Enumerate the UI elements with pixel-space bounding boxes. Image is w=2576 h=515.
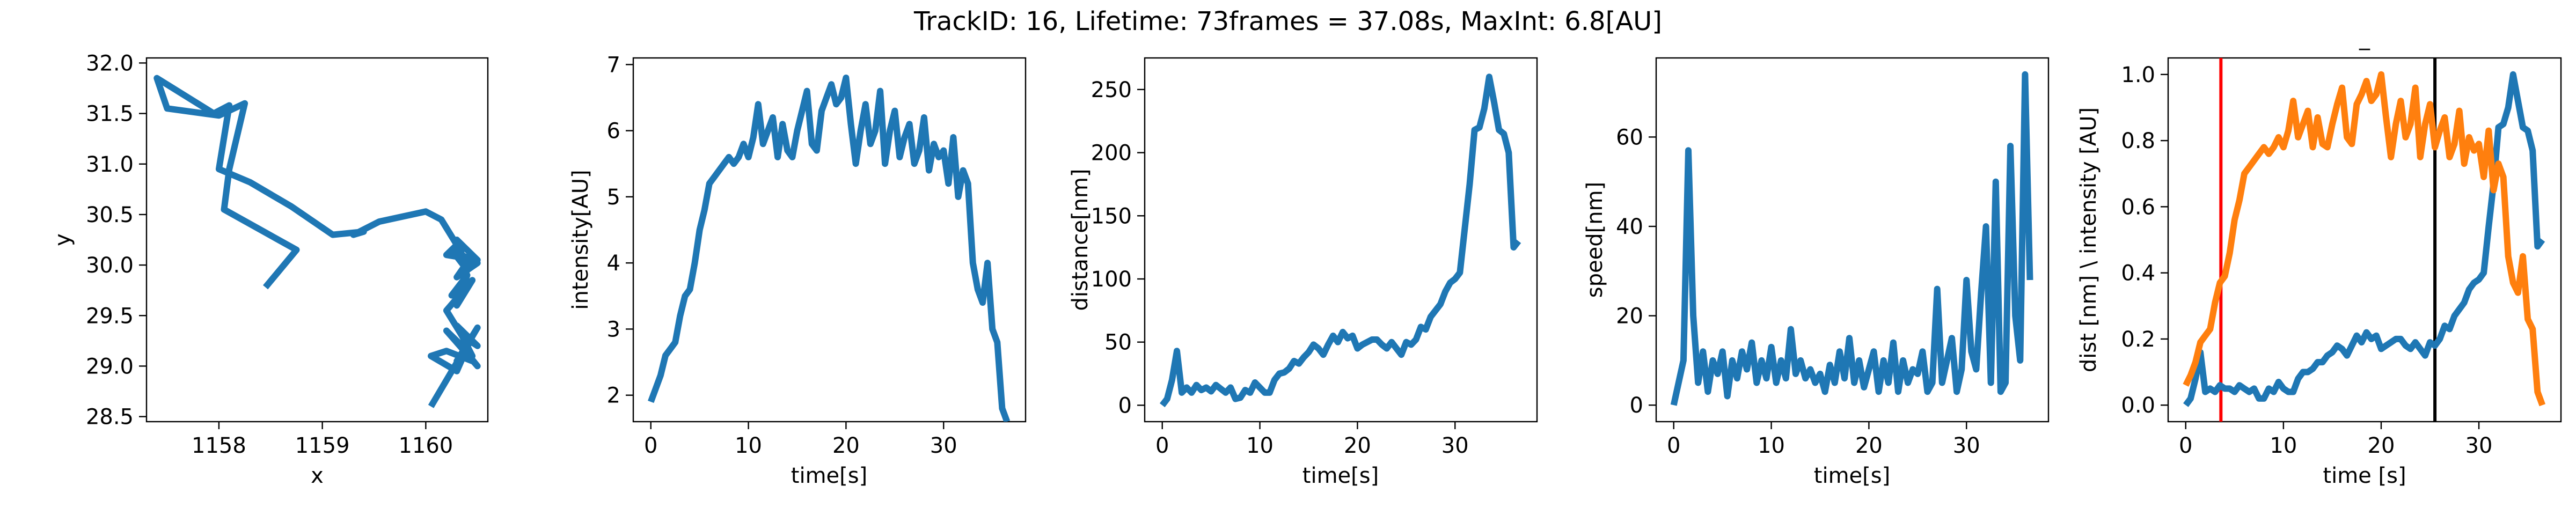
speed-x-tick-label-0: 0 xyxy=(1667,433,1680,458)
normalized-y-tick-label-0: 0.0 xyxy=(2121,393,2155,418)
distance-y-tick-label-1: 50 xyxy=(1104,330,1132,355)
distance-y-tick-label-2: 100 xyxy=(1091,267,1132,292)
normalized-y-axis-label: dist [nm] \ intensity [AU] xyxy=(2076,107,2101,372)
trajectory-y-tick-label-0: 28.5 xyxy=(86,405,134,430)
trajectory-x-axis-label: x xyxy=(311,464,324,488)
intensity-y-tick-label-3: 5 xyxy=(607,185,620,210)
figure-title: TrackID: 16, Lifetime: 73frames = 37.08s… xyxy=(913,6,1662,36)
intensity-x-tick-label-3: 30 xyxy=(930,433,957,458)
trajectory-y-tick-label-4: 30.5 xyxy=(86,203,134,227)
normalized-x-tick-label-2: 20 xyxy=(2368,433,2395,458)
distance-x-tick-label-2: 20 xyxy=(1344,433,1371,458)
normalized-plot: _ time [s] dist [nm] \ intensity [AU] 0 1… xyxy=(2076,26,2562,488)
intensity-x-tick-label-2: 20 xyxy=(832,433,860,458)
intensity-y-tick-label-5: 7 xyxy=(607,53,620,77)
intensity-x-tick-label-0: 0 xyxy=(644,433,657,458)
intensity-y-axis-label: intensity[AU] xyxy=(568,170,593,310)
normalized-y-tick-label-3: 0.6 xyxy=(2121,195,2155,219)
distance-plot: time[s] distance[nm] 0 10 20 30 0 50 100 150 200… xyxy=(1068,57,1538,488)
intensity-x-axis-label: time[s] xyxy=(791,464,867,488)
speed-x-tick-label-3: 30 xyxy=(1953,433,1980,458)
normalized-y-tick-label-4: 0.8 xyxy=(2121,129,2155,153)
speed-y-tick-label-1: 20 xyxy=(1616,304,1643,329)
intensity-plot: time[s] intensity[AU] 0 10 20 30 2 3 4 5 6 7 xyxy=(568,53,1027,488)
trajectory-series-line-0 xyxy=(153,75,481,408)
speed-plot: time[s] speed[nm] 0 10 20 30 0 20 40 60 xyxy=(1583,57,2050,488)
trajectory-plot: x y 1158 1159 1160 28.5 29.0 29.5 30.0 30.5 31.0… xyxy=(50,51,489,488)
speed-x-tick-label-2: 20 xyxy=(1855,433,1883,458)
normalized-plot-frame xyxy=(2167,57,2562,423)
intensity-y-tick-label-2: 4 xyxy=(607,251,620,276)
trajectory-x-tick-label-2: 1160 xyxy=(398,433,453,458)
normalized-y-tick-label-5: 1.0 xyxy=(2121,63,2155,87)
trajectory-y-tick-label-2: 29.5 xyxy=(86,304,134,328)
distance-y-tick-label-3: 150 xyxy=(1091,204,1132,229)
normalized-y-tick-label-2: 0.4 xyxy=(2121,261,2155,286)
intensity-plot-frame xyxy=(632,57,1027,423)
distance-x-tick-label-3: 30 xyxy=(1441,433,1469,458)
distance-x-tick-label-1: 10 xyxy=(1246,433,1274,458)
trajectory-plot-frame xyxy=(145,57,489,423)
intensity-series-line-0 xyxy=(648,75,1011,422)
intensity-y-tick-label-4: 6 xyxy=(607,119,620,144)
trajectory-y-tick-label-1: 29.0 xyxy=(86,354,134,379)
distance-y-tick-label-5: 250 xyxy=(1091,78,1132,102)
distance-y-axis-label: distance[nm] xyxy=(1068,168,1093,311)
trajectory-y-tick-label-5: 31.0 xyxy=(86,152,134,177)
speed-y-tick-label-3: 60 xyxy=(1616,125,1643,150)
distance-y-tick-label-0: 0 xyxy=(1118,393,1132,418)
trajectory-x-tick-label-0: 1158 xyxy=(192,433,246,458)
speed-series-line-0 xyxy=(1670,71,2033,406)
normalized-x-tick-label-3: 30 xyxy=(2465,433,2493,458)
speed-y-axis-label: speed[nm] xyxy=(1583,182,1607,298)
trajectory-y-tick-label-6: 31.5 xyxy=(86,102,134,127)
speed-x-axis-label: time[s] xyxy=(1814,464,1890,488)
distance-series-line-0 xyxy=(1159,73,1521,408)
intensity-x-tick-label-1: 10 xyxy=(735,433,762,458)
normalized-plot-title: _ xyxy=(2359,26,2370,50)
distance-y-tick-label-4: 200 xyxy=(1091,141,1132,166)
distance-x-axis-label: time[s] xyxy=(1302,464,1379,488)
speed-y-tick-label-0: 0 xyxy=(1630,393,1643,418)
trajectory-y-tick-label-3: 30.0 xyxy=(86,253,134,278)
trajectory-y-tick-label-7: 32.0 xyxy=(86,51,134,76)
distance-plot-frame xyxy=(1144,57,1538,423)
speed-x-tick-label-1: 10 xyxy=(1758,433,1785,458)
normalized-x-tick-label-0: 0 xyxy=(2179,433,2192,458)
speed-y-tick-label-2: 40 xyxy=(1616,215,1643,239)
normalized-x-tick-label-1: 10 xyxy=(2270,433,2297,458)
normalized-series-line-0 xyxy=(2183,71,2545,407)
intensity-y-tick-label-0: 2 xyxy=(607,384,620,408)
speed-plot-frame xyxy=(1655,57,2050,423)
normalized-x-axis-label: time [s] xyxy=(2323,464,2406,488)
normalized-y-tick-label-1: 0.2 xyxy=(2121,327,2155,352)
normalized-series-line-1 xyxy=(2183,71,2546,407)
trajectory-y-axis-label: y xyxy=(50,233,75,246)
trajectory-x-tick-label-1: 1159 xyxy=(295,433,350,458)
distance-x-tick-label-0: 0 xyxy=(1155,433,1169,458)
intensity-y-tick-label-1: 3 xyxy=(607,317,620,342)
